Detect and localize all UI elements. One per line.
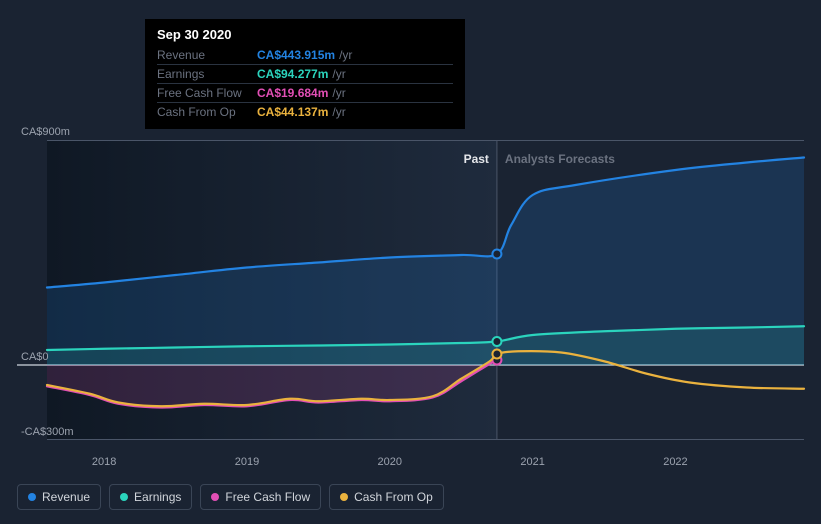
tooltip-metric-value: CA$94.277m xyxy=(257,67,328,81)
tooltip-metric-value: CA$19.684m xyxy=(257,86,328,100)
legend-dot-icon xyxy=(28,493,36,501)
tooltip-row: RevenueCA$443.915m/yr xyxy=(157,46,453,64)
legend-label: Cash From Op xyxy=(354,490,433,504)
tooltip-metric-unit: /yr xyxy=(339,48,352,62)
legend-label: Revenue xyxy=(42,490,90,504)
x-axis-label: 2019 xyxy=(235,456,259,468)
tooltip-metric-label: Free Cash Flow xyxy=(157,86,257,100)
tooltip-date: Sep 30 2020 xyxy=(157,27,453,42)
y-axis-label: -CA$300m xyxy=(21,426,74,438)
tooltip-metric-unit: /yr xyxy=(332,105,345,119)
y-axis-label: CA$0 xyxy=(21,351,49,363)
tooltip-metric-unit: /yr xyxy=(332,67,345,81)
forecast-region-label: Analysts Forecasts xyxy=(505,152,615,166)
tooltip-row: Free Cash FlowCA$19.684m/yr xyxy=(157,83,453,102)
legend-dot-icon xyxy=(120,493,128,501)
tooltip-metric-label: Revenue xyxy=(157,48,257,62)
legend-dot-icon xyxy=(211,493,219,501)
x-axis-label: 2018 xyxy=(92,456,116,468)
tooltip-metric-unit: /yr xyxy=(332,86,345,100)
past-region-label: Past xyxy=(464,152,489,166)
legend-label: Free Cash Flow xyxy=(225,490,310,504)
legend-item-cash-from-op[interactable]: Cash From Op xyxy=(329,484,444,510)
legend-label: Earnings xyxy=(134,490,181,504)
x-axis-label: 2022 xyxy=(663,456,687,468)
tooltip-metric-value: CA$443.915m xyxy=(257,48,335,62)
chart-tooltip: Sep 30 2020 RevenueCA$443.915m/yrEarning… xyxy=(145,19,465,129)
x-axis-label: 2021 xyxy=(520,456,544,468)
legend-item-revenue[interactable]: Revenue xyxy=(17,484,101,510)
chart-legend: Revenue Earnings Free Cash Flow Cash From O… xyxy=(17,484,444,510)
x-axis-label: 2020 xyxy=(378,456,402,468)
y-axis-label: CA$900m xyxy=(21,126,70,138)
tooltip-metric-label: Earnings xyxy=(157,67,257,81)
legend-item-earnings[interactable]: Earnings xyxy=(109,484,192,510)
tooltip-metric-label: Cash From Op xyxy=(157,105,257,119)
legend-dot-icon xyxy=(340,493,348,501)
tooltip-row: EarningsCA$94.277m/yr xyxy=(157,64,453,83)
legend-item-free-cash-flow[interactable]: Free Cash Flow xyxy=(200,484,321,510)
tooltip-row: Cash From OpCA$44.137m/yr xyxy=(157,102,453,121)
financials-chart[interactable]: CA$900mCA$0-CA$300m20182019202020212022P… xyxy=(17,140,804,440)
tooltip-metric-value: CA$44.137m xyxy=(257,105,328,119)
